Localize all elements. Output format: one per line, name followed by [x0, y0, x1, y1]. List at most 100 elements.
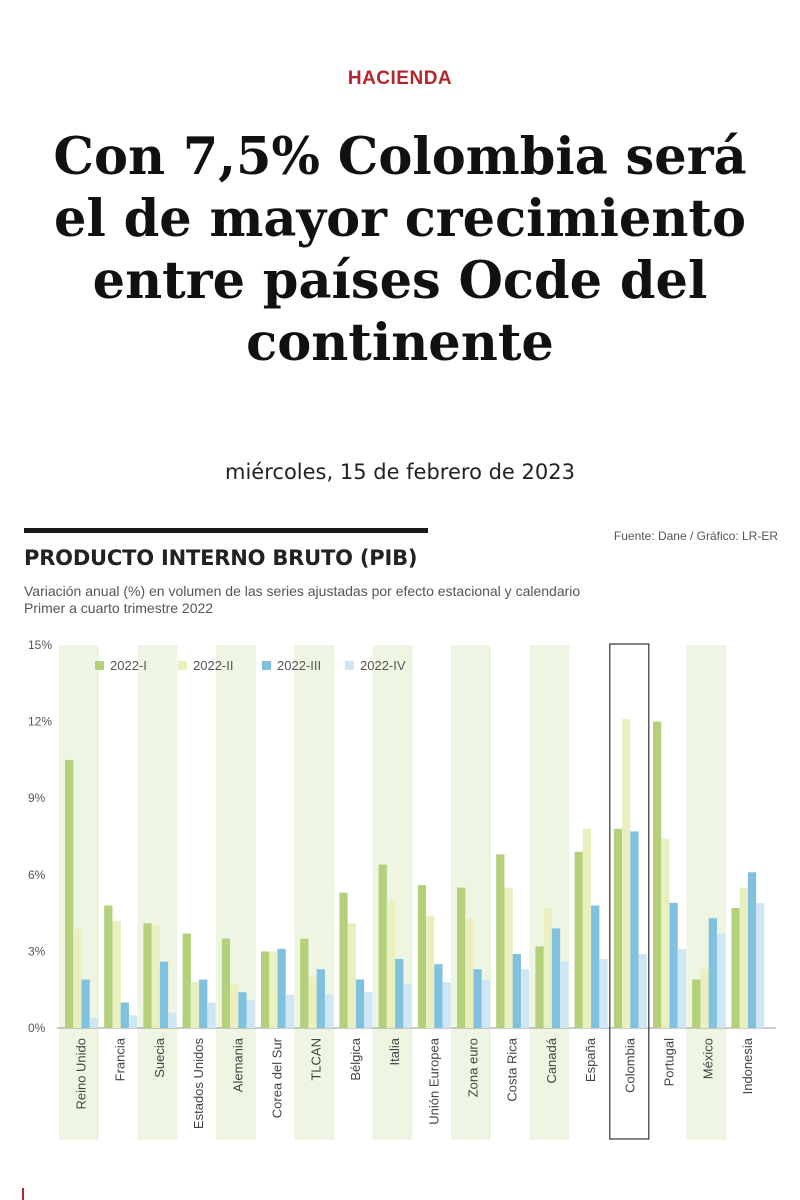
- bar: [434, 964, 443, 1028]
- bar: [520, 969, 530, 1028]
- bar: [104, 905, 113, 1028]
- bar: [386, 900, 396, 1028]
- bar: [308, 976, 317, 1028]
- legend-label: 2022-III: [277, 658, 321, 673]
- bar: [747, 872, 757, 1028]
- bar: [543, 907, 552, 1028]
- y-tick-label: 0%: [28, 1021, 46, 1035]
- bar: [190, 982, 200, 1028]
- bar: [677, 948, 686, 1028]
- gdp-bar-chart: 0% 3% 6% 9% 12% 15% Reino Unido Francia Suecia Es…: [28, 638, 776, 1140]
- bar: [473, 969, 482, 1028]
- bar: [168, 1012, 177, 1028]
- bar: [246, 999, 255, 1028]
- bar: [481, 979, 490, 1028]
- category-label: Bélgica: [348, 1037, 363, 1080]
- bar: [378, 864, 387, 1028]
- bar: [151, 925, 160, 1028]
- bar: [73, 928, 82, 1028]
- category-band: [215, 645, 256, 1140]
- bar: [457, 887, 466, 1028]
- bar: [403, 984, 412, 1028]
- bar: [261, 951, 270, 1028]
- category-label: México: [701, 1038, 716, 1079]
- section-label[interactable]: HACIENDA: [347, 68, 453, 89]
- bar: [512, 953, 521, 1028]
- bar: [700, 969, 709, 1028]
- bar: [465, 918, 474, 1028]
- bar: [756, 902, 765, 1028]
- category-label: Suecia: [152, 1037, 167, 1078]
- bar: [128, 1015, 138, 1028]
- highlight-box: [609, 643, 650, 1140]
- chart-top-rule: [24, 528, 428, 533]
- category-label: TLCAN: [309, 1038, 324, 1081]
- bar: [159, 961, 169, 1028]
- bar: [395, 959, 404, 1028]
- bar: [339, 892, 348, 1028]
- bar: [535, 946, 544, 1028]
- bar: [574, 851, 583, 1028]
- bar: [221, 938, 231, 1028]
- category-label: Costa Rica: [505, 1037, 520, 1101]
- category-label: Francia: [113, 1037, 128, 1081]
- y-tick-label: 9%: [28, 791, 46, 805]
- chart-title: PRODUCTO INTERNO BRUTO (PIB): [24, 546, 418, 570]
- legend-swatch: [345, 661, 354, 670]
- category-label: Colombia: [622, 1037, 637, 1093]
- y-tick-label: 15%: [28, 638, 52, 652]
- bar: [143, 923, 152, 1028]
- y-tick-label: 6%: [28, 868, 46, 882]
- legend-swatch: [262, 661, 271, 670]
- bar: [269, 951, 278, 1028]
- bar: [285, 994, 294, 1028]
- bar: [65, 759, 74, 1028]
- bar: [300, 938, 309, 1028]
- bar: [496, 854, 505, 1028]
- y-tick-label: 3%: [28, 944, 46, 958]
- legend-label: 2022-IV: [360, 658, 406, 673]
- category-label: Unión Europea: [426, 1037, 441, 1124]
- bar: [560, 961, 569, 1028]
- chart-subtitle-line-2: Primer a cuarto trimestre 2022: [24, 600, 214, 616]
- category-label: Portugal: [662, 1038, 677, 1087]
- category-band: [137, 645, 178, 1140]
- category-label: Canadá: [544, 1037, 559, 1083]
- category-label: Indonesia: [740, 1037, 755, 1094]
- bar: [324, 994, 334, 1028]
- legend-swatch: [95, 661, 104, 670]
- category-label: Alemania: [230, 1037, 245, 1092]
- bar: [417, 885, 427, 1028]
- bar: [591, 905, 600, 1028]
- bar: [708, 918, 717, 1028]
- chart-subtitle-line-1: Variación anual (%) en volumen de las se…: [24, 583, 581, 599]
- bar: [739, 887, 748, 1028]
- bar: [89, 1017, 98, 1028]
- category-label: Zona euro: [466, 1038, 481, 1097]
- y-tick-label: 12%: [28, 715, 52, 729]
- article-date: miércoles, 15 de febrero de 2023: [225, 460, 575, 484]
- bar: [442, 982, 451, 1028]
- bar: [630, 831, 639, 1028]
- bar: [364, 992, 373, 1028]
- bar: [599, 959, 608, 1028]
- bar: [669, 902, 678, 1028]
- bar: [316, 969, 325, 1028]
- bar: [355, 979, 365, 1028]
- accent-mark: [22, 1188, 24, 1200]
- bar: [207, 1002, 216, 1028]
- category-band: [686, 645, 727, 1140]
- bar: [716, 933, 726, 1028]
- bar: [182, 933, 191, 1028]
- category-label: España: [583, 1037, 598, 1082]
- bar: [504, 887, 513, 1028]
- bar: [230, 984, 239, 1028]
- bar: [613, 828, 623, 1028]
- category-band: [294, 645, 335, 1140]
- bar: [622, 719, 631, 1028]
- bar: [347, 923, 356, 1028]
- chart-source: Fuente: Dane / Gráfico: LR-ER: [613, 529, 778, 543]
- bar: [692, 979, 701, 1028]
- bar: [81, 979, 90, 1028]
- bar: [426, 915, 435, 1028]
